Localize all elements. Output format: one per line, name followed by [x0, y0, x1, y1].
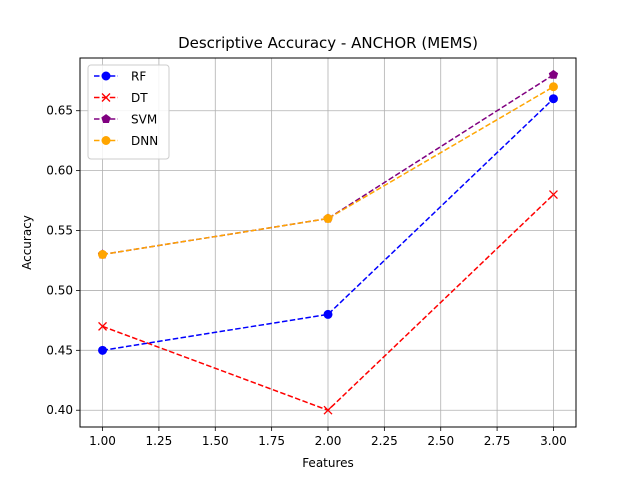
series-rf [98, 94, 558, 355]
legend-item-svm: SVM [94, 113, 157, 127]
x-tick-label: 1.50 [202, 434, 229, 448]
x-tick-label: 1.75 [258, 434, 285, 448]
x-tick-label: 1.00 [89, 434, 116, 448]
data-point-rf [323, 309, 333, 319]
y-tick-label: 0.40 [46, 403, 73, 417]
x-tick-label: 2.50 [427, 434, 454, 448]
x-tick-label: 1.25 [146, 434, 173, 448]
y-tick-label: 0.55 [46, 224, 73, 238]
legend-marker [101, 136, 111, 145]
chart-title: Descriptive Accuracy - ANCHOR (MEMS) [178, 34, 478, 52]
data-point-dt [98, 321, 108, 331]
data-point-dnn [548, 82, 558, 92]
data-point-svm [548, 69, 559, 79]
legend-item-rf: RF [94, 70, 146, 84]
x-tick-label: 2.25 [371, 434, 398, 448]
data-point-rf [548, 94, 558, 104]
series-line-rf [102, 98, 554, 352]
y-tick-label: 0.60 [46, 164, 73, 178]
data-point-rf [98, 345, 108, 355]
x-tick-label: 2.00 [315, 434, 342, 448]
data-point-dt [548, 190, 558, 200]
x-axis-title: Features [302, 456, 354, 470]
legend-item-dt: DT [94, 91, 148, 105]
series-layer [97, 69, 559, 415]
legend-marker [101, 93, 111, 102]
data-point-dnn [98, 249, 108, 259]
data-point-dt [323, 405, 333, 415]
x-axis: 1.00 1.25 1.50 1.75 2.00 2.25 2.50 2.75 3.00 [89, 427, 567, 448]
y-tick-label: 0.65 [46, 104, 73, 118]
legend-label: DT [131, 91, 148, 105]
legend: RF DT SVM DNN [87, 64, 170, 160]
legend-box [87, 64, 170, 160]
legend-item-dnn: DNN [94, 134, 158, 148]
legend-label: RF [131, 70, 146, 84]
y-axis: 0.40 0.45 0.50 0.55 0.60 0.65 [46, 104, 80, 417]
legend-marker [101, 114, 111, 123]
y-tick-label: 0.45 [46, 343, 73, 357]
legend-label: SVM [131, 113, 157, 127]
legend-marker [101, 71, 111, 81]
series-dt [98, 190, 558, 415]
x-tick-label: 2.75 [484, 434, 511, 448]
x-tick-label: 3.00 [540, 434, 567, 448]
grid [80, 58, 576, 427]
y-axis-title: Accuracy [20, 215, 34, 270]
data-point-dnn [323, 214, 333, 224]
series-dnn [98, 82, 558, 259]
series-line-dnn [102, 86, 554, 256]
legend-label: DNN [131, 134, 158, 148]
y-tick-label: 0.50 [46, 283, 73, 297]
